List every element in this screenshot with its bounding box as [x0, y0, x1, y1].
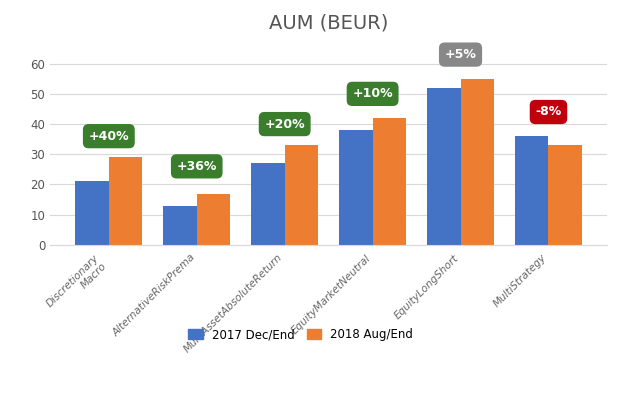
Text: +36%: +36%	[177, 160, 217, 173]
Bar	[372, 118, 406, 245]
Bar	[461, 79, 494, 245]
Bar	[548, 145, 582, 245]
Text: +5%: +5%	[444, 48, 476, 61]
Legend: 2017 Dec/End, 2018 Aug/End: 2017 Dec/End, 2018 Aug/End	[184, 324, 418, 346]
Bar	[339, 130, 372, 245]
Bar	[197, 194, 230, 245]
Bar	[251, 164, 285, 245]
Text: +20%: +20%	[264, 118, 305, 131]
Bar	[285, 145, 318, 245]
Text: +10%: +10%	[352, 87, 393, 100]
Bar	[75, 181, 109, 245]
Bar	[515, 136, 548, 245]
Bar	[109, 157, 142, 245]
Title: AUM (BEUR): AUM (BEUR)	[269, 13, 388, 32]
Text: +40%: +40%	[88, 130, 129, 143]
Bar	[427, 88, 461, 245]
Text: -8%: -8%	[535, 105, 562, 118]
Bar	[163, 206, 197, 245]
